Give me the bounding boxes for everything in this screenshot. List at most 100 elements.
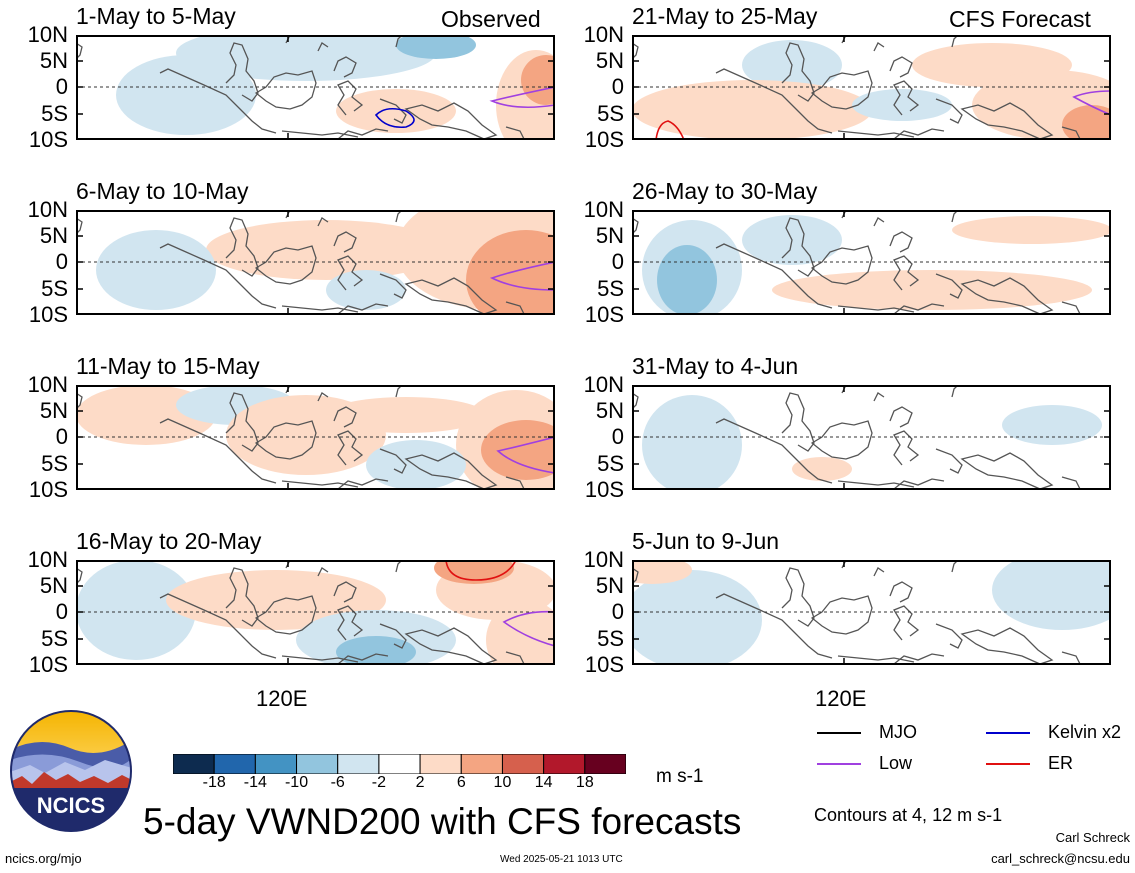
coastline: [404, 102, 498, 140]
anomaly-shading: [657, 245, 717, 315]
coastline: [960, 627, 1054, 665]
lat-tick-label: 10S: [584, 652, 624, 677]
lat-tick-label: 5S: [41, 276, 68, 301]
lat-tick-label: 5S: [597, 276, 624, 301]
colorbar-tick-label: 18: [575, 774, 594, 791]
legend-label: Low: [879, 753, 913, 773]
lat-tick-label: 5N: [595, 573, 624, 598]
anomaly-shading: [632, 80, 872, 140]
colorbar-tick-label: -14: [243, 774, 267, 791]
coastline: [404, 452, 498, 490]
coastline: [333, 56, 357, 78]
coastline: [893, 653, 945, 665]
lat-tick-label: 5N: [595, 398, 624, 423]
map-panel: [632, 385, 1111, 490]
coastline: [505, 126, 525, 140]
lat-tick-label: 0: [611, 599, 624, 624]
legend-swatch: [986, 731, 1030, 734]
anomaly-shading: [481, 420, 555, 480]
coastline: [715, 593, 833, 659]
wave-contour: [489, 86, 555, 109]
lat-tick-label: 5S: [597, 626, 624, 651]
coastline: [935, 448, 963, 474]
coastline: [810, 70, 873, 110]
anomaly-shading: [166, 570, 386, 630]
coastline: [337, 80, 364, 116]
lat-tick-label: 5N: [595, 48, 624, 73]
wave-contour: [502, 610, 555, 647]
lat-tick-label: 5N: [39, 48, 68, 73]
coastline: [873, 217, 885, 227]
coastline: [893, 80, 920, 116]
anomaly-shading: [206, 220, 446, 280]
anomaly-shading: [326, 397, 486, 433]
forecast-header: CFS Forecast: [949, 6, 1091, 32]
coastline: [505, 301, 525, 315]
ncics-logo: NCICS: [10, 710, 132, 832]
map-panel: [76, 560, 555, 665]
coastline: [317, 392, 329, 402]
map-panel: [76, 35, 555, 140]
wave-contour: [374, 107, 415, 129]
panel-title: 31-May to 4-Jun: [632, 353, 799, 379]
coastline: [159, 593, 277, 659]
coastline: [715, 68, 833, 134]
map-panel: [632, 560, 1111, 665]
colorbar-tick-label: -6: [330, 774, 345, 791]
figure-title: 5-day VWND200 with CFS forecasts: [143, 801, 742, 842]
lat-tick-label: 10N: [27, 22, 68, 47]
wave-contour: [496, 436, 555, 474]
footer-url[interactable]: ncics.org/mjo: [5, 851, 82, 866]
panel-title: 26-May to 30-May: [632, 178, 818, 204]
lat-tick-label: 5S: [597, 101, 624, 126]
coastline: [254, 70, 317, 110]
coastline: [333, 406, 357, 428]
observed-header: Observed: [441, 6, 541, 32]
lon-label-left: 120E: [256, 686, 308, 711]
map-panel: [76, 385, 555, 490]
wave-contour: [655, 120, 685, 140]
coastline: [893, 605, 920, 641]
footer-email[interactable]: carl_schreck@ncsu.edu: [991, 851, 1130, 866]
coastline: [889, 406, 913, 428]
colorbar: [172, 753, 627, 775]
anomaly-shading: [772, 270, 1092, 310]
coastline: [889, 231, 913, 253]
coastline: [337, 430, 364, 466]
coastline: [379, 98, 407, 124]
coastline: [810, 595, 873, 635]
coastline: [1061, 651, 1081, 665]
coastline: [810, 245, 873, 285]
anomaly-shading: [176, 35, 436, 81]
coastline: [873, 567, 885, 577]
colorbar-tick-label: -2: [371, 774, 387, 791]
lat-tick-label: 5N: [39, 398, 68, 423]
map-panel: [632, 210, 1111, 315]
coastline: [337, 303, 389, 315]
coastline: [960, 102, 1054, 140]
lat-tick-label: 10N: [27, 547, 68, 572]
coastline: [873, 392, 885, 402]
coastline: [337, 605, 364, 641]
coastline: [505, 651, 525, 665]
lat-tick-label: 10S: [584, 127, 624, 152]
coastline: [254, 245, 317, 285]
lat-tick-label: 5N: [595, 223, 624, 248]
coastline: [337, 478, 389, 490]
lat-tick-label: 10N: [583, 547, 624, 572]
lat-tick-label: 0: [55, 249, 68, 274]
wave-contour: [489, 261, 555, 291]
coastline: [810, 420, 873, 460]
lat-tick-label: 5N: [39, 223, 68, 248]
legend-label: MJO: [879, 722, 917, 742]
colorbar-tick-label: -10: [284, 774, 309, 791]
coastline: [317, 567, 329, 577]
map-panel: [76, 210, 555, 315]
legend-item: ER: [986, 753, 1073, 774]
coastline: [935, 623, 963, 649]
wave-contour: [1072, 90, 1111, 116]
coastline: [1061, 476, 1081, 490]
coastline: [935, 273, 963, 299]
coastline: [1061, 301, 1081, 315]
coastline: [404, 277, 498, 315]
